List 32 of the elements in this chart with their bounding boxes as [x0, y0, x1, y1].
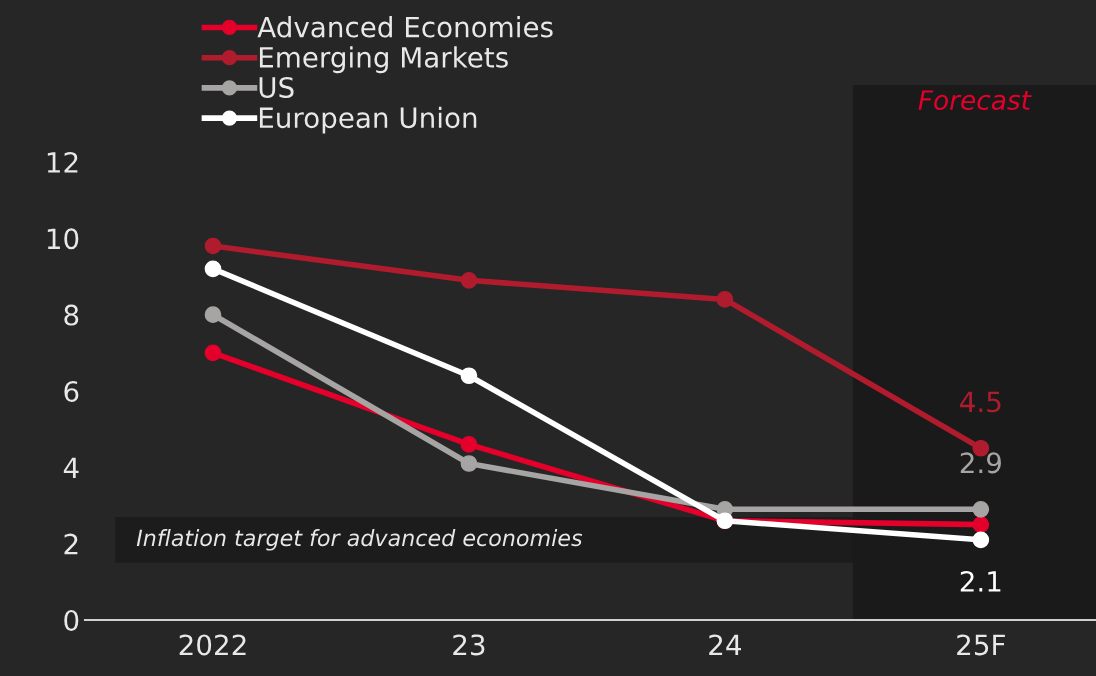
y-tick-label: 8	[64, 304, 79, 326]
y-tick-label: 4	[63, 457, 79, 478]
y-tick-label: 10	[47, 228, 79, 250]
x-tick-label: 24	[709, 634, 741, 655]
y-tick-label: 2	[64, 533, 78, 555]
data-label: 2.1	[960, 570, 1001, 592]
legend-label: Advanced Economies	[257, 16, 553, 38]
point	[972, 500, 990, 518]
point	[460, 436, 478, 453]
point	[460, 271, 478, 289]
legend-label: Emerging Markets	[259, 46, 508, 74]
point	[204, 237, 222, 255]
x-tick-label: 25F	[957, 634, 1005, 656]
data-label: 2.9	[960, 452, 1001, 474]
y-tick-label: 0	[64, 609, 79, 631]
point	[716, 291, 734, 308]
y-tick-label: 6	[64, 380, 79, 402]
x-tick-label: 2022	[179, 634, 246, 656]
point	[460, 455, 478, 472]
point	[204, 260, 222, 278]
y-tick-label: 12	[47, 151, 78, 173]
point	[972, 531, 990, 549]
legend-label: European Union	[259, 106, 477, 134]
point	[460, 367, 478, 385]
x-tick-label: 23	[453, 634, 485, 656]
data-label: 4.5	[960, 391, 1001, 413]
point	[204, 306, 222, 324]
band-label: Forecast	[918, 90, 1032, 111]
band-label: Inflation target for advanced economies	[136, 529, 583, 551]
point	[972, 516, 990, 533]
point	[204, 344, 222, 362]
legend-label: US	[259, 76, 294, 98]
